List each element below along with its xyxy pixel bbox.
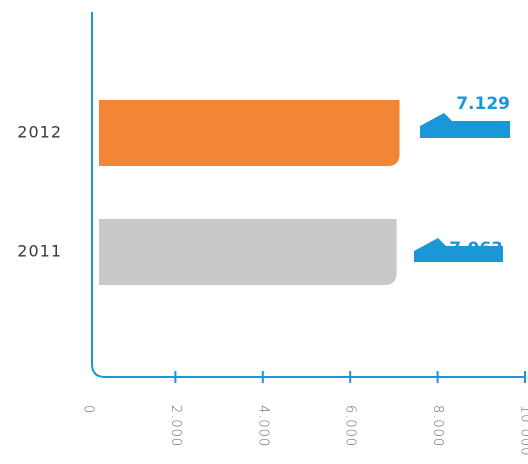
x-tick-label: 4.000 [255, 405, 270, 447]
category-label: 2012 [17, 123, 62, 142]
x-tick-label: 6.000 [343, 405, 358, 447]
x-tick-label: 2.000 [168, 405, 183, 447]
data-label: 7.129 [456, 94, 510, 114]
data-label: 7.063 [449, 239, 503, 259]
callout-arrow [420, 113, 510, 138]
x-tick-label: 10.000 [518, 405, 528, 457]
bar [99, 100, 400, 166]
x-tick-label: 8.000 [430, 405, 445, 447]
callout-arrow [414, 238, 503, 262]
bar [99, 219, 397, 285]
data-label-callouts: 7.129 7.063 [414, 94, 510, 262]
x-axis-ticks: 0 2.000 4.000 6.000 8.000 10.000 [81, 371, 528, 457]
category-label: 2011 [17, 242, 62, 261]
bars: 2012 2011 [17, 100, 400, 285]
axis-line [91, 12, 525, 378]
x-tick-label: 0 [81, 405, 96, 414]
